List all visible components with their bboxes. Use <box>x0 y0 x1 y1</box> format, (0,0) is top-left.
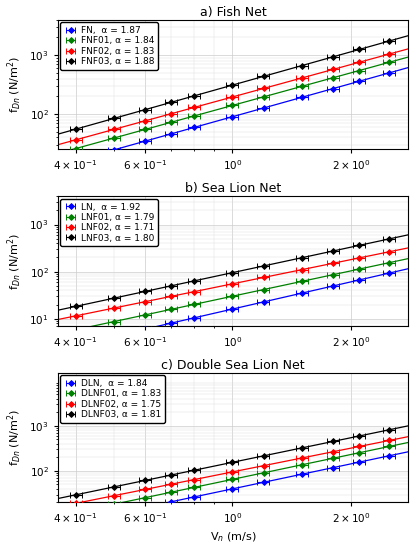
Title: a) Fish Net: a) Fish Net <box>199 6 266 19</box>
Legend: DLN,  α = 1.84, DLNF01, α = 1.83, DLNF02, α = 1.75, DLNF03, α = 1.81: DLN, α = 1.84, DLNF01, α = 1.83, DLNF02,… <box>60 376 165 423</box>
Title: c) Double Sea Lion Net: c) Double Sea Lion Net <box>161 359 304 372</box>
Y-axis label: f$_{Dn}$ (N/m$^2$): f$_{Dn}$ (N/m$^2$) <box>5 409 24 466</box>
Y-axis label: f$_{Dn}$ (N/m$^2$): f$_{Dn}$ (N/m$^2$) <box>5 233 24 289</box>
Title: b) Sea Lion Net: b) Sea Lion Net <box>185 182 280 195</box>
Y-axis label: f$_{Dn}$ (N/m$^2$): f$_{Dn}$ (N/m$^2$) <box>5 56 24 113</box>
Legend: LN,  α = 1.92, LNF01, α = 1.79, LNF02, α = 1.71, LNF03, α = 1.80: LN, α = 1.92, LNF01, α = 1.79, LNF02, α … <box>60 199 158 246</box>
Legend: FN,  α = 1.87, FNF01, α = 1.84, FNF02, α = 1.83, FNF03, α = 1.88: FN, α = 1.87, FNF01, α = 1.84, FNF02, α … <box>60 23 158 70</box>
X-axis label: V$_n$ (m/s): V$_n$ (m/s) <box>209 531 256 544</box>
